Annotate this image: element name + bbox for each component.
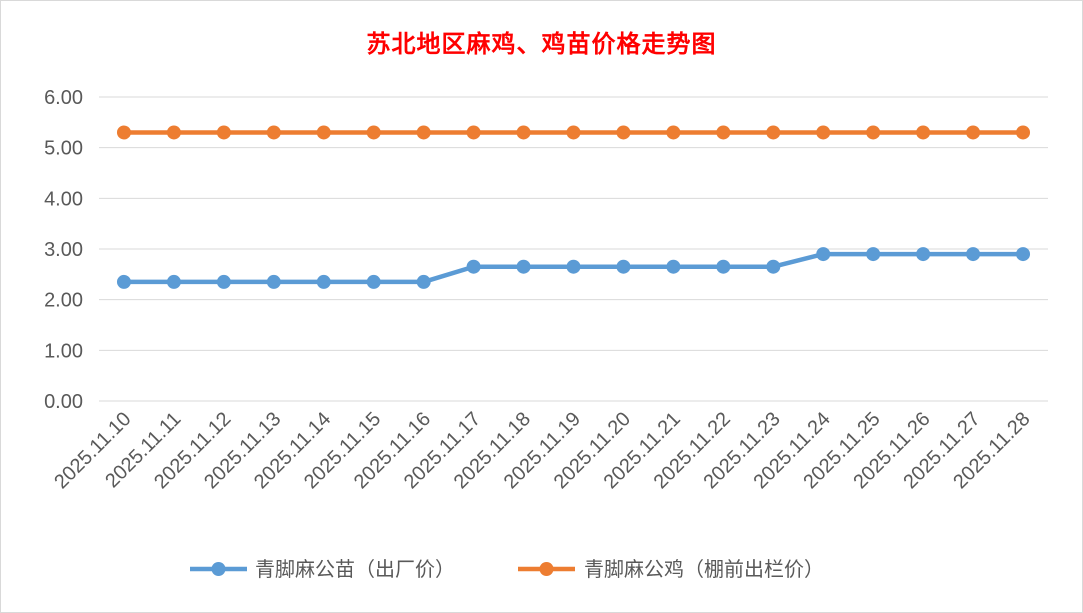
y-tick-label: 1.00 xyxy=(44,340,83,362)
legend-marker xyxy=(539,562,554,576)
data-point xyxy=(616,125,631,140)
data-point xyxy=(116,274,131,289)
series-0 xyxy=(116,247,1031,289)
y-tick-label: 4.00 xyxy=(44,188,83,210)
y-tick-label: 2.00 xyxy=(44,290,83,312)
data-point xyxy=(566,125,581,140)
legend-item: 青脚麻公鸡（棚前出栏价） xyxy=(518,557,824,581)
data-point xyxy=(416,125,431,140)
data-point xyxy=(466,259,481,274)
data-point xyxy=(866,125,881,140)
data-point xyxy=(166,125,181,140)
data-point xyxy=(366,274,381,289)
data-point xyxy=(516,125,531,140)
data-point xyxy=(466,125,481,140)
legend-item: 青脚麻公苗（出厂价） xyxy=(190,557,455,581)
data-point xyxy=(1016,125,1031,140)
y-tick-label: 0.00 xyxy=(44,391,83,413)
data-point xyxy=(966,125,981,140)
data-point xyxy=(1016,247,1031,262)
data-point xyxy=(116,125,131,140)
y-tick-label: 6.00 xyxy=(44,87,83,109)
data-point xyxy=(266,274,281,289)
data-point xyxy=(866,247,881,262)
data-point xyxy=(316,274,331,289)
legend-marker xyxy=(211,562,226,576)
data-point xyxy=(916,125,931,140)
y-tick-label: 5.00 xyxy=(44,138,83,160)
data-point xyxy=(416,274,431,289)
data-point xyxy=(966,247,981,262)
y-tick-label: 3.00 xyxy=(44,239,83,261)
data-point xyxy=(916,247,931,262)
data-point xyxy=(716,259,731,274)
data-point xyxy=(666,259,681,274)
data-point xyxy=(816,247,831,262)
data-point xyxy=(766,259,781,274)
data-point xyxy=(316,125,331,140)
data-point xyxy=(366,125,381,140)
data-point xyxy=(616,259,631,274)
data-point xyxy=(216,125,231,140)
data-point xyxy=(766,125,781,140)
data-point xyxy=(166,274,181,289)
data-point xyxy=(666,125,681,140)
data-point xyxy=(566,259,581,274)
data-point xyxy=(516,259,531,274)
legend-label: 青脚麻公苗（出厂价） xyxy=(255,557,455,581)
legend-label: 青脚麻公鸡（棚前出栏价） xyxy=(584,557,824,581)
data-point xyxy=(816,125,831,140)
data-point xyxy=(266,125,281,140)
series-1 xyxy=(116,125,1031,140)
chart-title: 苏北地区麻鸡、鸡苗价格走势图 xyxy=(366,29,717,58)
data-point xyxy=(716,125,731,140)
data-point xyxy=(216,274,231,289)
